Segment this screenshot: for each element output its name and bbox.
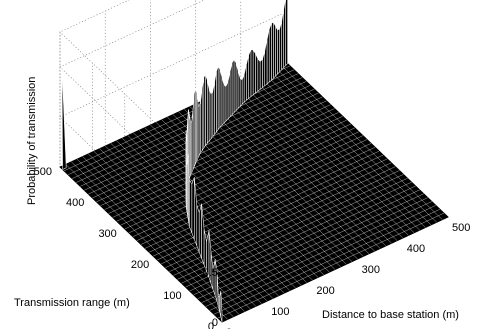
mesh-line (149, 147, 376, 253)
ridge-strip (250, 49, 254, 97)
surface-floor (59, 61, 449, 323)
mesh-line (144, 143, 372, 249)
surface-ridge (61, 0, 288, 323)
mesh-line (108, 108, 335, 214)
mesh-line (213, 209, 440, 315)
y-tick-label: 0 (208, 321, 214, 329)
mesh-line (153, 150, 380, 257)
ridge-strip (220, 290, 223, 323)
x-tick-label: 300 (362, 264, 380, 276)
ridge-strip (255, 53, 259, 94)
y-tick-label: 300 (98, 228, 116, 240)
ridge-strip (191, 177, 195, 240)
ridge-strip (279, 21, 282, 73)
mesh-line (181, 178, 408, 284)
ridge-strip (268, 23, 272, 83)
ridge-strip (231, 59, 235, 115)
y-tick-label: 400 (66, 197, 84, 209)
x-tick-label: 500 (452, 222, 470, 234)
ridge-strip (235, 62, 239, 111)
y-tick-label: 100 (163, 290, 181, 302)
mesh-line (140, 139, 368, 245)
ridge-strip (243, 64, 247, 103)
ridge-strip (273, 21, 276, 79)
peak-spike (61, 66, 67, 170)
mesh-line (209, 205, 436, 311)
ridge-strip (239, 77, 243, 107)
y-tick-label: 500 (34, 166, 52, 178)
ridge-strip (221, 76, 225, 126)
ridge-strip (262, 51, 265, 88)
ridge-strip (257, 58, 261, 92)
ridge-strip (246, 55, 249, 101)
ridge-strip (225, 81, 229, 122)
z-tick-label: 0.5 (203, 267, 218, 279)
ridge-strip (223, 84, 227, 124)
mesh-line (120, 119, 347, 226)
mesh-line (193, 189, 420, 296)
mesh-line (116, 116, 343, 222)
x-axis-label: Distance to base station (m) (322, 309, 459, 321)
ridge-strip (237, 70, 241, 109)
mesh-line (136, 135, 364, 241)
ridge-strip (252, 49, 256, 96)
mesh-line (100, 100, 327, 206)
ridge-strip (277, 28, 280, 75)
ridge-strip (283, 0, 286, 68)
ridge-strip (248, 49, 252, 99)
ridge-strip (198, 203, 202, 259)
mesh-line (205, 201, 432, 307)
ridge-strip (219, 69, 223, 128)
mesh-line (201, 197, 428, 303)
back-right-wall (59, 0, 287, 168)
ridge-strip (266, 29, 270, 85)
ridge-strip (205, 74, 208, 146)
mesh-line (128, 127, 355, 234)
ridge-strip (271, 21, 274, 81)
mesh-line (189, 185, 416, 292)
mesh-line (217, 212, 445, 319)
y-tick-label: 200 (131, 259, 149, 271)
ridge-strip (241, 74, 245, 105)
mesh-line (185, 181, 412, 288)
ridge-strip (259, 59, 263, 90)
ridge-strip (233, 59, 237, 113)
ridge-strip (208, 88, 212, 142)
ridge-strip (189, 180, 193, 234)
z-axis-label: Probability of transmission (26, 77, 38, 205)
mesh-line (112, 112, 339, 218)
x-tick-label: 200 (316, 285, 334, 297)
axis-ticks: 0 100 200 300 400 500 0 100 200 300 400 500 0 0.5 1 (34, 166, 471, 329)
x-tick-label: 400 (407, 243, 425, 255)
ridge-strip (281, 9, 284, 71)
mesh-line (157, 154, 384, 261)
mesh-line (197, 193, 424, 299)
z-tick-label: 0 (212, 317, 218, 329)
mesh-line (124, 123, 351, 230)
ridge-strip (196, 204, 200, 253)
z-tick-label: 1 (212, 217, 218, 229)
mesh-line (72, 73, 299, 179)
y-axis-label: Transmission range (m) (14, 297, 130, 309)
mesh-line (104, 104, 331, 210)
x-tick-label: 100 (271, 306, 289, 318)
back-left-wall (59, 31, 223, 323)
ridge-strip (285, 0, 288, 66)
x-tick-label: 0 (226, 327, 232, 329)
mesh-line (96, 96, 323, 203)
ridge-strip (227, 71, 231, 120)
ridge-strip (275, 25, 278, 77)
ridge-strip (229, 62, 233, 118)
ridge-strip (264, 39, 268, 87)
mesh-line (132, 131, 359, 237)
